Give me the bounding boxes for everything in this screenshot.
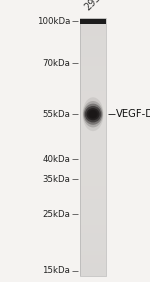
Bar [80,130,106,135]
Bar [80,138,106,143]
Ellipse shape [88,110,98,119]
Text: 25kDa: 25kDa [42,210,70,219]
Bar [80,35,106,40]
Ellipse shape [90,111,96,117]
Text: 55kDa: 55kDa [42,110,70,119]
Bar [80,199,106,203]
Bar [80,272,106,276]
Bar [80,242,106,246]
Bar [80,61,106,66]
Bar [80,95,106,100]
Ellipse shape [83,101,103,127]
Bar [80,229,106,233]
Bar [80,151,106,156]
Bar [80,182,106,186]
Bar [80,160,106,164]
Bar [80,186,106,190]
Bar [80,78,106,83]
Bar [80,91,106,96]
Ellipse shape [85,106,101,122]
Ellipse shape [86,108,100,120]
Bar [80,22,106,27]
Bar [80,194,106,199]
Bar [80,39,106,44]
Bar [80,19,106,24]
Bar [80,224,106,229]
Ellipse shape [82,97,103,131]
Bar [80,18,106,23]
Bar [80,143,106,147]
Bar [80,220,106,225]
Bar [80,52,106,57]
Bar [80,31,106,36]
Bar [80,18,106,276]
Bar [80,147,106,152]
Bar [80,44,106,49]
Bar [80,113,106,117]
Bar [80,27,106,31]
Bar [80,255,106,259]
Bar [80,237,106,242]
Bar [80,169,106,173]
Text: 15kDa: 15kDa [42,266,70,275]
Bar [80,108,106,113]
Bar [80,83,106,87]
Bar [80,104,106,109]
Bar [80,207,106,212]
Bar [80,65,106,70]
Bar [80,190,106,195]
Text: 35kDa: 35kDa [42,175,70,184]
Bar [80,173,106,177]
Bar [80,216,106,221]
Bar [80,203,106,208]
Text: VEGF-D: VEGF-D [116,109,150,119]
Bar [80,100,106,104]
Bar [80,259,106,263]
Bar [80,156,106,160]
Text: 70kDa: 70kDa [42,59,70,68]
Bar [80,134,106,139]
Bar [80,48,106,53]
Bar [80,87,106,91]
Bar [80,233,106,238]
Bar [80,74,106,78]
Bar [80,263,106,268]
Bar [80,212,106,216]
Bar [80,125,106,130]
Bar [80,117,106,122]
Bar [80,246,106,250]
Text: 40kDa: 40kDa [42,155,70,164]
Text: 293T: 293T [82,0,107,13]
Bar [80,70,106,74]
Text: 100kDa: 100kDa [37,17,70,26]
Ellipse shape [84,103,102,125]
Bar [80,177,106,182]
Ellipse shape [92,113,94,116]
Bar [80,57,106,61]
Bar [80,250,106,255]
Bar [80,267,106,272]
Bar [80,121,106,126]
Bar [80,164,106,169]
